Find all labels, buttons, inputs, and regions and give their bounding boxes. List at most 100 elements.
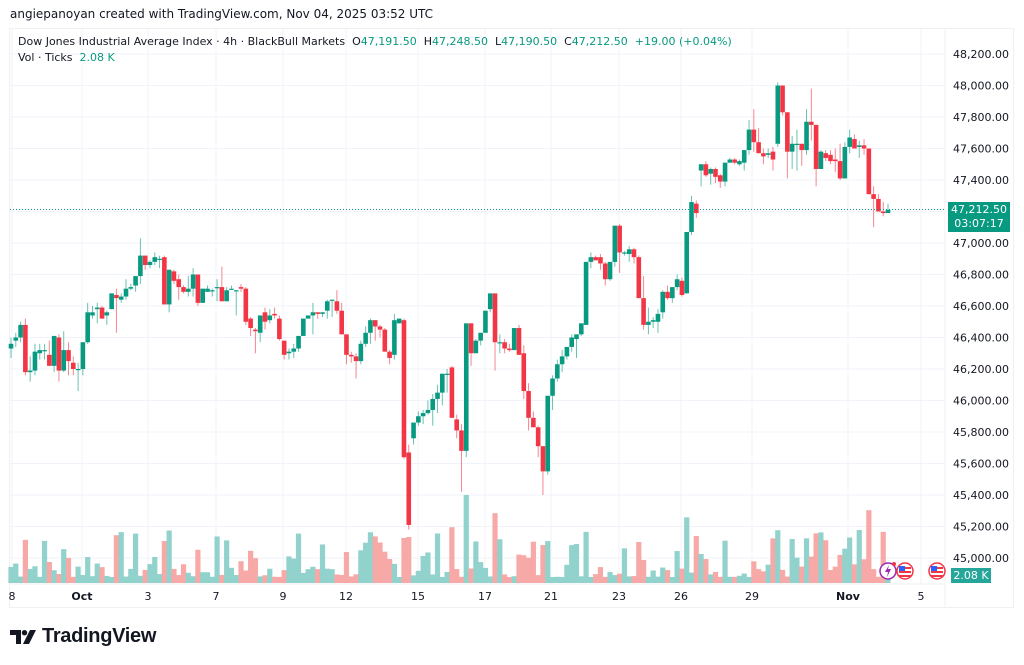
volume-bar (128, 568, 134, 583)
volume-bar (545, 541, 551, 583)
volume-bar (70, 576, 76, 583)
volume-bar (391, 563, 397, 583)
volume-bar (267, 568, 273, 583)
candle (612, 225, 618, 262)
volume-bar (751, 561, 757, 583)
volume-bar (511, 576, 517, 583)
candle (694, 203, 699, 214)
volume-bar (228, 567, 235, 583)
candle (320, 312, 325, 314)
time-tick-label: 7 (213, 590, 220, 603)
candle (133, 276, 138, 286)
volume-bar (176, 575, 182, 583)
price-axis[interactable]: 48,200.00 48,000.00 47,800.00 47,600.00 47,4… (953, 48, 1009, 565)
volume-bar (295, 533, 302, 583)
candle (521, 353, 527, 392)
volume-value: 2.08 K (79, 51, 115, 64)
volume-label[interactable]: Vol · Ticks (18, 51, 73, 64)
volume-bar (118, 532, 124, 583)
candle (94, 307, 100, 310)
candle (372, 320, 378, 327)
symbol-title[interactable]: Dow Jones Industrial Average Index · 4h … (18, 35, 346, 48)
volume-bar (358, 550, 364, 583)
candle (181, 287, 186, 292)
volume-bars (8, 494, 891, 583)
volume-bar (631, 576, 637, 583)
volume-bar (521, 555, 527, 583)
candle (703, 164, 709, 176)
candle (578, 323, 584, 335)
volume-bar (243, 570, 249, 583)
close-value: 47,212.50 (571, 35, 628, 48)
candle (176, 279, 182, 288)
price-tick-label: 46,000.00 (953, 395, 1009, 408)
volume-bar (310, 566, 316, 583)
candle (507, 348, 512, 351)
candle (420, 413, 426, 417)
volume-bar (693, 536, 699, 583)
candle (674, 279, 680, 288)
volume-bar (779, 569, 786, 583)
volume-bar (291, 558, 297, 583)
candle (219, 287, 225, 302)
volume-bar (396, 576, 402, 583)
candle (847, 137, 852, 147)
candle (440, 373, 445, 393)
price-tick-label: 47,600.00 (953, 143, 1009, 156)
volume-bar (56, 573, 62, 583)
candle (785, 112, 790, 152)
candle (147, 261, 153, 266)
candle (545, 395, 551, 472)
time-tick-label: Oct (71, 590, 92, 603)
candle (607, 261, 613, 280)
volume-bar (99, 567, 105, 583)
candle (732, 159, 737, 163)
candle (473, 340, 479, 354)
candle (171, 271, 177, 281)
volume-tag: 2.08 K (951, 568, 991, 583)
candle (555, 364, 560, 379)
volume-bar (640, 559, 647, 583)
events-lightning-icon[interactable] (879, 562, 897, 580)
candle (679, 280, 685, 295)
time-tick-label: 9 (280, 590, 287, 603)
volume-bar (22, 539, 28, 583)
volume-bar (89, 576, 96, 583)
volume-bar (204, 572, 211, 583)
tradingview-logo[interactable]: TradingView (10, 625, 156, 648)
volume-bar (37, 576, 43, 583)
candle (866, 148, 872, 195)
volume-bar (756, 569, 762, 583)
candle (90, 312, 95, 316)
volume-bar (607, 572, 613, 583)
time-tick-label: 21 (544, 590, 558, 603)
volume-bar (109, 576, 115, 583)
volume-bar (65, 557, 72, 583)
candle (296, 335, 301, 349)
volume-bar (195, 549, 201, 583)
candle (713, 168, 718, 177)
volume-bar (13, 563, 19, 583)
chart-legend: Dow Jones Industrial Average Index · 4h … (18, 34, 732, 66)
volume-bar (104, 575, 110, 583)
candle (123, 288, 129, 297)
candle (23, 324, 28, 373)
time-tick-label: 3 (145, 590, 152, 603)
price-tick-label: 47,000.00 (953, 237, 1009, 250)
volume-bar (492, 513, 498, 583)
time-axis[interactable]: 8 Oct 3 7 9 12 15 17 21 23 26 29 Nov 5 (9, 590, 925, 603)
candle (166, 269, 172, 305)
price-tick-label: 46,600.00 (953, 300, 1009, 313)
open-label: O (352, 35, 361, 48)
volume-bar (636, 542, 642, 583)
us-flag-event-icon[interactable] (896, 562, 914, 580)
candle (61, 350, 67, 371)
volume-bar (262, 575, 268, 583)
candle (368, 320, 373, 333)
volume-bar (305, 569, 311, 583)
volume-bar (818, 532, 824, 583)
candle (214, 287, 220, 289)
us-flag-event-icon-2[interactable] (928, 562, 946, 580)
volume-bar (454, 569, 460, 583)
